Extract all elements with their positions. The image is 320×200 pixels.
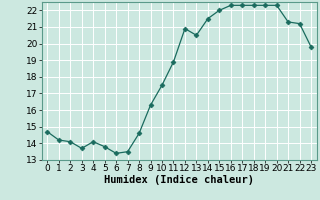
X-axis label: Humidex (Indice chaleur): Humidex (Indice chaleur) [104, 175, 254, 185]
